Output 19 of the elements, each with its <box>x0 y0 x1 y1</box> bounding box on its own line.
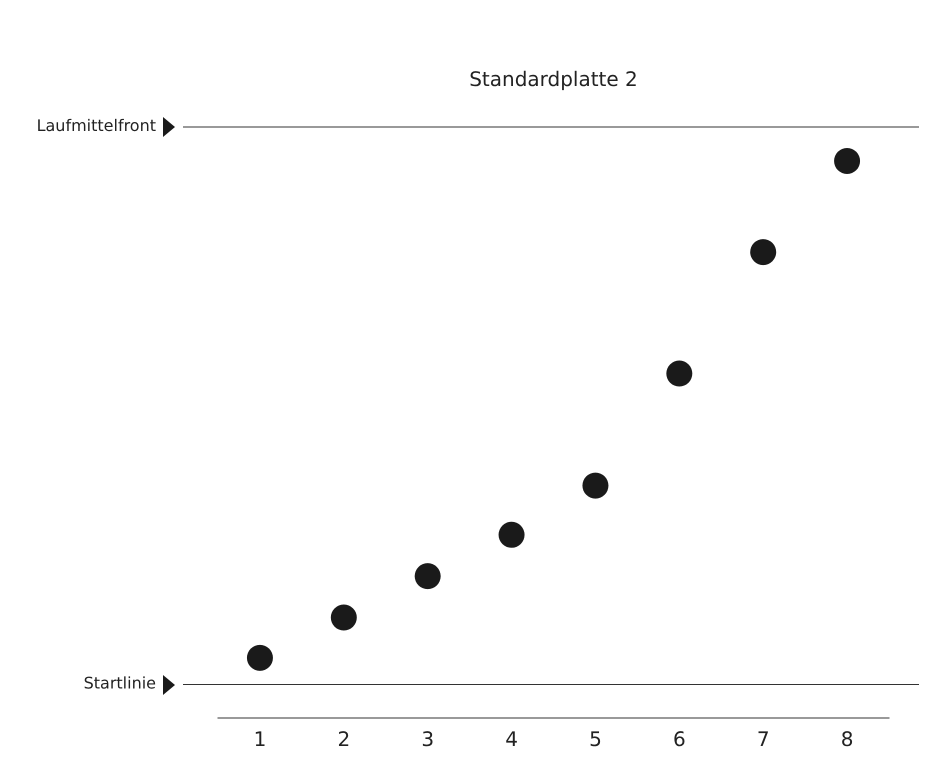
chart-title: Standardplatte 2 <box>469 67 638 92</box>
x-tick-label: 7 <box>756 727 770 752</box>
point <box>246 644 273 671</box>
point <box>666 360 692 387</box>
ref-line-label: Laufmittelfront <box>36 116 156 136</box>
point <box>414 563 441 590</box>
x-tick-label: 6 <box>672 727 686 752</box>
x-tick-label: 5 <box>589 727 602 752</box>
ref-line-label: Startlinie <box>84 674 156 693</box>
x-tick-label: 4 <box>505 727 518 752</box>
point <box>834 148 860 174</box>
x-tick-label: 2 <box>337 727 350 752</box>
point <box>582 472 608 499</box>
point <box>330 604 357 631</box>
point <box>498 522 525 548</box>
x-tick-label: 3 <box>421 727 434 752</box>
point <box>750 239 776 266</box>
x-tick-label: 1 <box>254 727 266 752</box>
x-tick-label: 8 <box>840 727 854 752</box>
